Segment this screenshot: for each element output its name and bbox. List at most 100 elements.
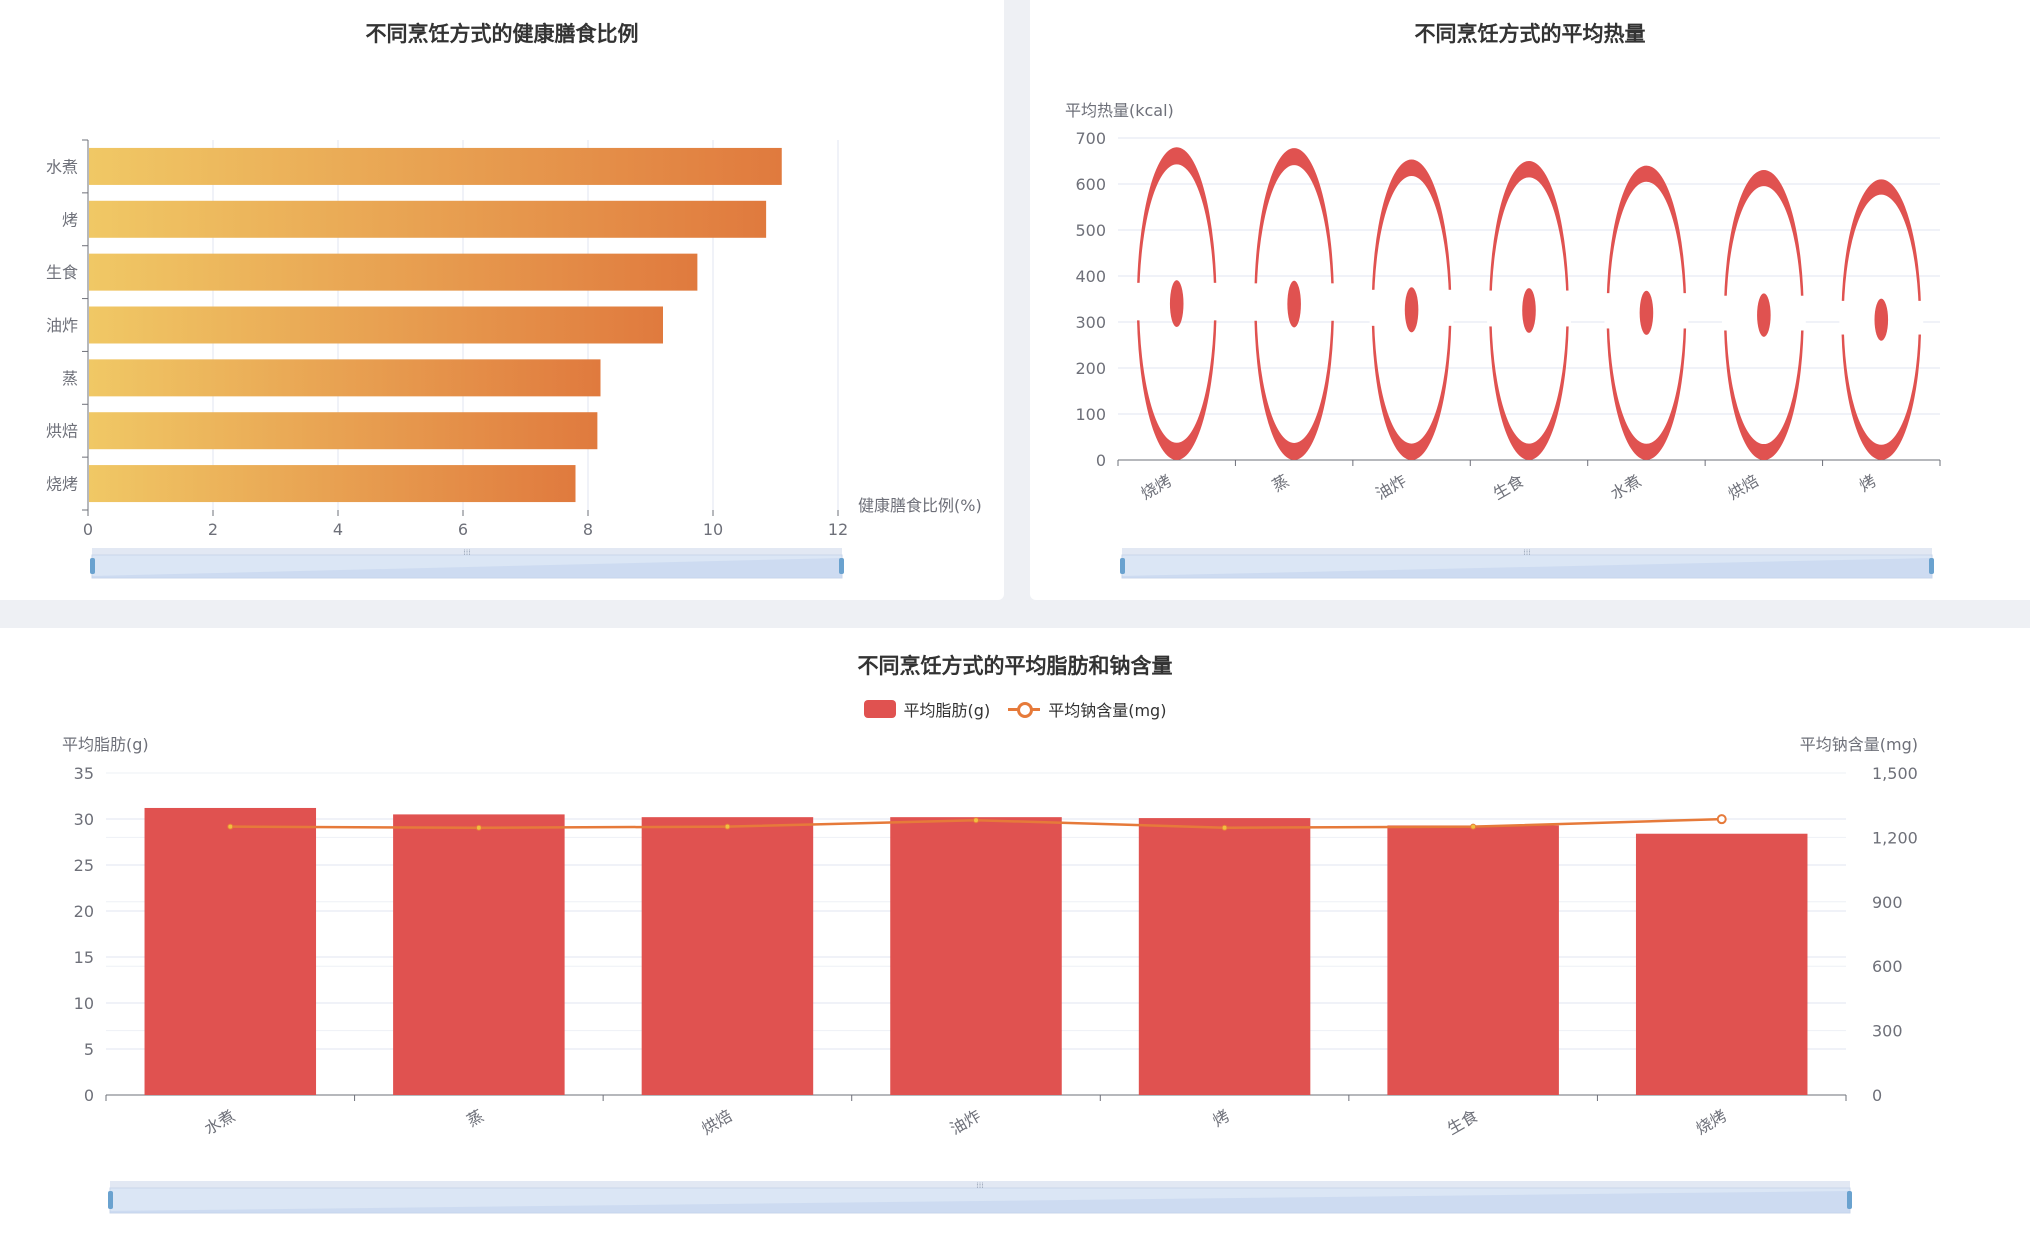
y-tick-label: 700	[1075, 129, 1106, 148]
y-tick-label: 油炸	[46, 316, 78, 335]
y-tick-label: 生食	[46, 263, 78, 282]
y-right-tick-label: 0	[1872, 1086, 1882, 1105]
calorie-core[interactable]	[1522, 288, 1536, 333]
y-right-tick-label: 300	[1872, 1022, 1903, 1041]
y-tick-label: 0	[1096, 451, 1106, 470]
datazoom-grip-icon: ⁞⁞⁞	[463, 548, 471, 557]
fat-bar[interactable]	[1635, 833, 1808, 1095]
calorie-core[interactable]	[1757, 293, 1771, 337]
fat-bar[interactable]	[1138, 818, 1311, 1095]
bar[interactable]	[89, 359, 601, 397]
y-tick-label: 烤	[62, 210, 78, 229]
sodium-point[interactable]	[1221, 824, 1228, 831]
x-tick-label: 烧烤	[1137, 471, 1174, 503]
avg-calorie-chart: 0 100 200 300 400 500 600 700 平均热量(kcal) 烧烤 蒸 油炸 生食 水…	[1065, 101, 1941, 579]
y-left-tick-label: 10	[74, 994, 94, 1013]
x-tick-label: 4	[333, 520, 343, 539]
x-tick-label: 烧烤	[1692, 1106, 1729, 1138]
y-right-tick-label: 900	[1872, 893, 1903, 912]
x-tick-label: 蒸	[463, 1106, 486, 1130]
sodium-point[interactable]	[475, 824, 482, 831]
y-right-tick-label: 1,200	[1872, 828, 1918, 847]
y-left-tick-label: 20	[74, 902, 94, 921]
calorie-core[interactable]	[1404, 287, 1419, 333]
datazoom-slider[interactable]: ⁞⁞⁞	[1120, 548, 1934, 579]
y-right-tick-label: 600	[1872, 957, 1903, 976]
x-tick-label: 油炸	[947, 1106, 984, 1138]
y-tick-label: 烧烤	[46, 475, 78, 494]
datazoom-preview	[92, 558, 842, 578]
x-tick-label: 10	[703, 520, 723, 539]
fat-bar[interactable]	[890, 817, 1062, 1095]
x-tick-label: 8	[583, 520, 593, 539]
datazoom-handle-left[interactable]	[1120, 558, 1125, 574]
chart-title: 不同烹饪方式的健康膳食比例	[365, 22, 639, 46]
calorie-core[interactable]	[1639, 290, 1654, 335]
sodium-point[interactable]	[1470, 823, 1477, 830]
fat-bar[interactable]	[393, 814, 565, 1095]
y-left-tick-label: 15	[74, 948, 94, 967]
y-left-tick-label: 5	[84, 1040, 94, 1059]
calorie-core[interactable]	[1169, 280, 1184, 328]
datazoom-track	[110, 1181, 1850, 1188]
bar[interactable]	[89, 306, 663, 344]
fat-sodium-chart: 0 5 10 15 20 25 30 35 0 300 600 900 1,200 1,500 平均脂肪(g…	[62, 735, 1918, 1214]
y-left-tick-label: 0	[84, 1086, 94, 1105]
datazoom-handle-right[interactable]	[1847, 1191, 1852, 1209]
legend-item-fat[interactable]: 平均脂肪(g)	[863, 697, 990, 721]
y-tick-label: 400	[1075, 267, 1106, 286]
x-axis-title: 健康膳食比例(%)	[858, 496, 982, 515]
datazoom-grip-icon: ⁞⁞⁞	[1523, 548, 1531, 557]
sodium-point[interactable]	[724, 823, 731, 830]
y-tick-label: 蒸	[62, 369, 78, 388]
datazoom-preview	[110, 1191, 1850, 1213]
chart-title: 不同烹饪方式的平均热量	[1414, 22, 1646, 46]
x-tick-label: 生食	[1490, 471, 1527, 503]
datazoom-handle-left[interactable]	[90, 558, 95, 574]
y-tick-label: 300	[1075, 313, 1106, 332]
datazoom-track	[1122, 548, 1932, 555]
datazoom-handle-right[interactable]	[839, 558, 844, 574]
y-tick-label: 200	[1075, 359, 1106, 378]
datazoom-slider[interactable]: ⁞⁞⁞	[90, 548, 844, 579]
datazoom-preview	[1122, 558, 1932, 578]
x-tick-label: 烘焙	[1725, 471, 1762, 503]
bar[interactable]	[89, 412, 598, 450]
chart-panel-healthy-ratio: 不同烹饪方式的健康膳食比例 0 2 4 6 8 10 12 水煮烤生食 油炸蒸烘焙 烧烤 健康膳食比…	[0, 0, 1004, 600]
y-tick-label: 水煮	[46, 157, 78, 176]
y-tick-label: 500	[1075, 221, 1106, 240]
y-tick-label: 600	[1075, 175, 1106, 194]
sodium-point[interactable]	[973, 817, 979, 824]
x-tick-label: 烘焙	[698, 1106, 735, 1138]
fat-bar[interactable]	[1387, 825, 1559, 1095]
bar[interactable]	[89, 147, 782, 185]
x-tick-label: 2	[208, 520, 218, 539]
datazoom-handle-left[interactable]	[108, 1191, 113, 1209]
x-tick-label: 0	[83, 520, 93, 539]
fat-bar[interactable]	[144, 807, 317, 1095]
y-left-tick-label: 25	[74, 856, 94, 875]
bar[interactable]	[89, 465, 576, 503]
legend-swatch-bar	[863, 700, 896, 718]
y-tick-label: 100	[1075, 405, 1106, 424]
datazoom-track	[92, 548, 842, 555]
bar[interactable]	[89, 253, 698, 291]
y-left-tick-label: 35	[74, 764, 94, 783]
x-tick-label: 蒸	[1269, 471, 1292, 495]
y-right-tick-label: 1,500	[1872, 764, 1918, 783]
calorie-core[interactable]	[1287, 280, 1301, 328]
sodium-point[interactable]	[1716, 814, 1727, 825]
sodium-point[interactable]	[227, 823, 234, 830]
x-tick-label: 油炸	[1372, 471, 1409, 503]
datazoom-handle-right[interactable]	[1929, 558, 1934, 574]
x-tick-label: 生食	[1444, 1106, 1481, 1138]
chart-legend: 平均脂肪(g) 平均钠含量(mg)	[0, 697, 2030, 721]
datazoom-slider[interactable]: ⁞⁞⁞	[108, 1181, 1852, 1214]
legend-item-sodium[interactable]: 平均钠含量(mg)	[1008, 697, 1166, 721]
datazoom-grip-icon: ⁞⁞⁞	[976, 1181, 984, 1190]
x-tick-label: 水煮	[1607, 471, 1644, 503]
fat-bar[interactable]	[641, 817, 814, 1095]
bar[interactable]	[89, 200, 767, 238]
x-tick-label: 6	[458, 520, 468, 539]
calorie-core[interactable]	[1874, 298, 1889, 341]
